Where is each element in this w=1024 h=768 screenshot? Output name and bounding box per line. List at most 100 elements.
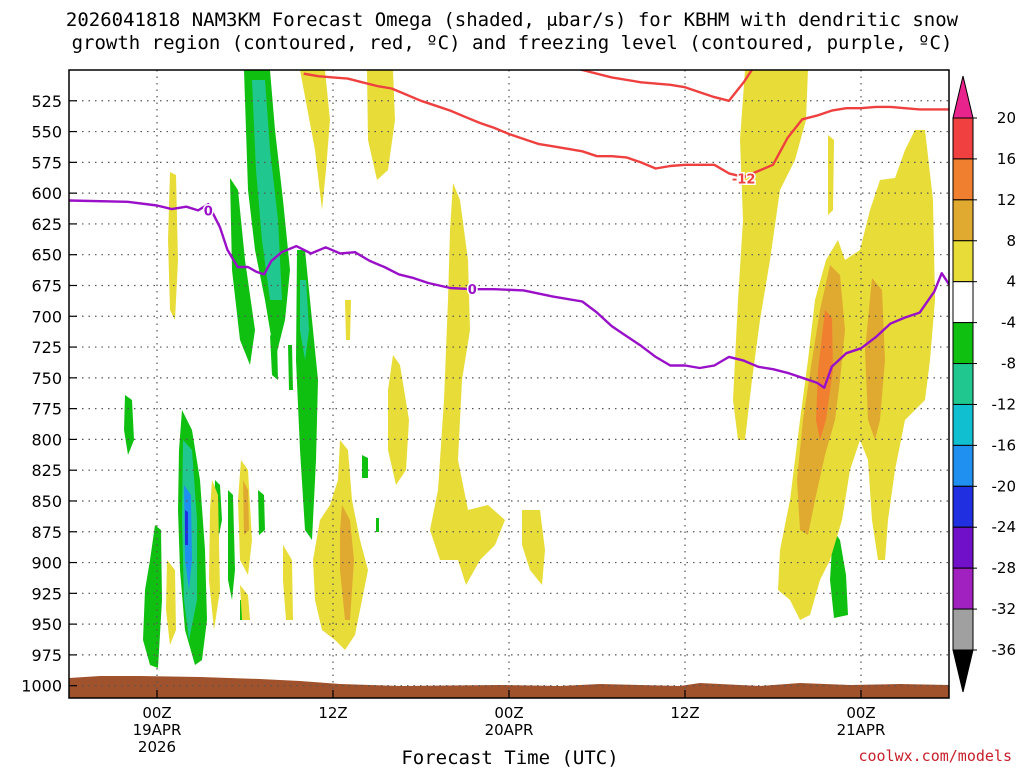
time-tick-label: 21APR bbox=[837, 721, 886, 739]
colorbar-label: -20 bbox=[992, 477, 1017, 495]
colorbar-label: -24 bbox=[992, 518, 1017, 536]
colorbar-swatch bbox=[952, 444, 974, 487]
chart-title-line-1: 2026041818 NAM3KM Forecast Omega (shaded… bbox=[66, 9, 959, 31]
grid bbox=[69, 70, 949, 698]
omega-area-negative bbox=[296, 250, 318, 540]
omega-area-positive bbox=[522, 510, 545, 585]
contour-line bbox=[69, 199, 949, 389]
colorbar-swatch bbox=[952, 158, 974, 201]
colorbar-swatch bbox=[952, 567, 974, 610]
x-axis-title: Forecast Time (UTC) bbox=[401, 747, 618, 768]
omega-area-positive bbox=[430, 183, 505, 585]
omega-area-positive bbox=[209, 480, 220, 630]
omega-area-negative bbox=[288, 345, 293, 390]
omega-area-positive bbox=[388, 355, 409, 485]
colorbar-label: -32 bbox=[992, 600, 1017, 618]
chart-title-line-2: growth region (contoured, red, ºC) and f… bbox=[72, 32, 953, 54]
colorbar-swatch bbox=[952, 240, 974, 283]
colorbar-swatch bbox=[952, 363, 974, 405]
pressure-tick-label: 525 bbox=[31, 92, 62, 111]
freezing-level-label: 0 bbox=[204, 204, 213, 219]
pressure-tick-label: 650 bbox=[31, 246, 62, 265]
omega-area-negative bbox=[185, 510, 188, 545]
omega-area-positive bbox=[168, 172, 178, 320]
time-tick-label: 00Z bbox=[494, 704, 523, 722]
contour-lines: 0 0 -12 bbox=[69, 70, 949, 389]
omega-area-positive bbox=[828, 135, 834, 215]
pressure-tick-label: 750 bbox=[31, 369, 62, 388]
freezing-level-label: 0 bbox=[468, 283, 477, 298]
colorbar-swatch bbox=[952, 199, 974, 242]
time-tick-label: 20APR bbox=[485, 721, 534, 739]
time-tick-label: 00Z bbox=[142, 704, 171, 722]
omega-area-positive bbox=[340, 505, 354, 620]
pressure-tick-label: 850 bbox=[31, 492, 62, 511]
pressure-tick-label: 825 bbox=[31, 461, 62, 480]
colorbar-label: 12 bbox=[997, 191, 1016, 209]
omega-area-negative bbox=[143, 525, 162, 668]
omega-area-negative bbox=[362, 455, 368, 478]
omega-area-negative bbox=[252, 80, 282, 300]
omega-shading bbox=[124, 70, 935, 668]
pressure-tick-label: 950 bbox=[31, 615, 62, 634]
omega-area-negative bbox=[300, 280, 309, 360]
ground-terrain bbox=[69, 676, 949, 698]
pressure-tick-label: 925 bbox=[31, 584, 62, 603]
pressure-tick-label: 775 bbox=[31, 400, 62, 419]
colorbar-swatch bbox=[952, 281, 974, 324]
time-tick-label: 19APR bbox=[133, 721, 182, 739]
pressure-tick-label: 675 bbox=[31, 276, 62, 295]
time-tick-label: 00Z bbox=[846, 704, 875, 722]
dendritic-growth-label: -12 bbox=[732, 172, 756, 187]
omega-area-negative bbox=[830, 530, 848, 618]
colorbar-label: -16 bbox=[992, 436, 1017, 454]
omega-area-positive bbox=[778, 130, 935, 620]
pressure-tick-label: 800 bbox=[31, 430, 62, 449]
pressure-tick-label: 975 bbox=[31, 646, 62, 665]
colorbar-label: -28 bbox=[992, 559, 1017, 577]
colorbar-swatch bbox=[952, 485, 974, 528]
time-tick-label: 12Z bbox=[318, 704, 347, 722]
colorbar-swatch bbox=[952, 117, 974, 160]
pressure-tick-label: 575 bbox=[31, 153, 62, 172]
pressure-tick-label: 600 bbox=[31, 184, 62, 203]
omega-area-positive bbox=[367, 70, 395, 180]
omega-area-negative bbox=[376, 518, 379, 532]
omega-area-negative bbox=[270, 335, 278, 380]
colorbar-label: -36 bbox=[992, 641, 1017, 659]
pressure-axis: 525 550 575 600 625 650 675 700 725 750 775 800 825 8… bbox=[21, 92, 77, 696]
pressure-tick-label: 550 bbox=[31, 123, 62, 142]
omega-area-positive bbox=[166, 560, 176, 645]
pressure-tick-label: 700 bbox=[31, 307, 62, 326]
pressure-tick-label: 1000 bbox=[21, 677, 62, 696]
colorbar-label: -4 bbox=[1001, 314, 1016, 332]
pressure-tick-label: 725 bbox=[31, 338, 62, 357]
colorbar-label: -8 bbox=[1001, 355, 1016, 373]
colorbar-bottom-arrow bbox=[952, 649, 974, 693]
colorbar-label: 8 bbox=[1006, 232, 1016, 250]
omega-area-negative bbox=[230, 178, 255, 365]
omega-area-positive bbox=[300, 70, 330, 210]
colorbar-swatch bbox=[952, 322, 974, 365]
colorbar-swatch bbox=[952, 403, 974, 446]
omega-area-positive bbox=[283, 545, 293, 620]
pressure-tick-label: 875 bbox=[31, 523, 62, 542]
omega-area-negative bbox=[258, 490, 265, 535]
omega-area-positive bbox=[243, 480, 249, 535]
colorbar-label: 20 bbox=[997, 109, 1016, 127]
omega-area-negative bbox=[124, 395, 134, 455]
contour-line bbox=[578, 70, 754, 102]
colorbar-top-arrow bbox=[952, 75, 974, 119]
contour-line bbox=[303, 72, 949, 179]
omega-colorbar: 20 16 12 8 4 -4 -8 -12 -16 -20 -24 -28 -32 -36 bbox=[952, 75, 1017, 693]
omega-area-negative bbox=[228, 490, 235, 600]
colorbar-label: -12 bbox=[992, 395, 1017, 413]
time-tick-label: 2026 bbox=[138, 738, 176, 756]
time-tick-label: 12Z bbox=[670, 704, 699, 722]
omega-area-positive bbox=[240, 585, 250, 620]
colorbar-label: 16 bbox=[997, 150, 1016, 168]
colorbar-swatch bbox=[952, 526, 974, 569]
pressure-tick-label: 625 bbox=[31, 215, 62, 234]
credit-text: coolwx.com/models bbox=[858, 747, 1012, 765]
